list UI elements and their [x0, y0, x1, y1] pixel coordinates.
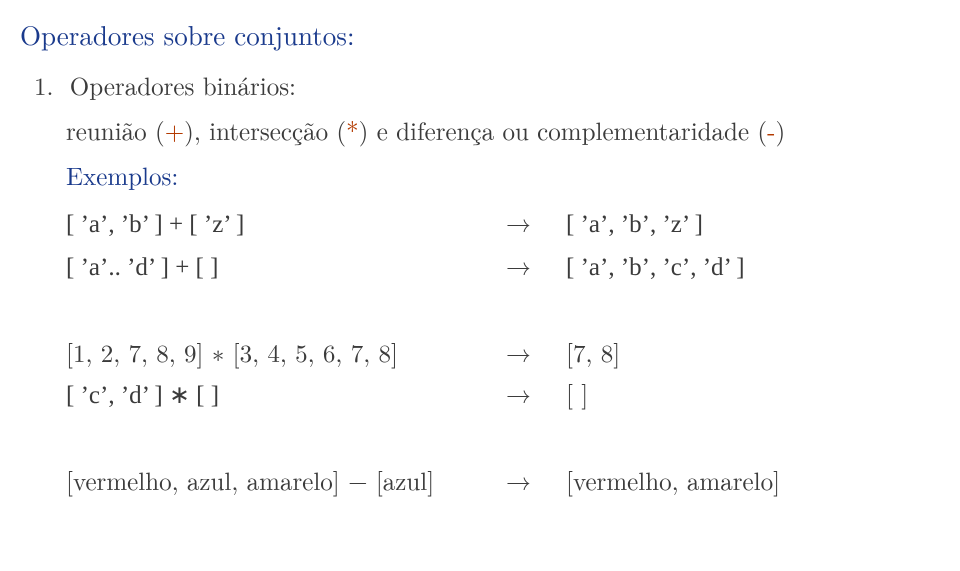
desc-part-4: )	[775, 113, 785, 148]
example-lhs: [vermelho, azul, amarelo] − [azul]	[66, 463, 506, 498]
example-rhs: [ ’a’, ’b’, ’z’ ]	[566, 207, 940, 242]
arrow-icon: →	[506, 205, 566, 240]
page: Operadores sobre conjuntos: 1. Operadore…	[0, 0, 960, 498]
example-lhs: [ ’a’.. ’d’ ] + [ ]	[66, 250, 506, 285]
desc-part-1: reunião (	[66, 113, 165, 148]
example-row: [ ’a’.. ’d’ ] + [ ] → [ ’a’, ’b’, ’c’, ’…	[66, 248, 940, 285]
example-rhs: [vermelho, amarelo]	[566, 463, 940, 498]
example-block-difference: [vermelho, azul, amarelo] − [azul] → [ve…	[66, 463, 940, 498]
example-row: [1, 2, 7, 8, 9] ∗ [3, 4, 5, 6, 7, 8] → […	[66, 335, 940, 370]
list-item-title: Operadores binários:	[70, 68, 296, 103]
list-number: 1.	[34, 68, 53, 103]
block-spacer	[20, 313, 940, 335]
arrow-icon: →	[506, 463, 566, 498]
example-block-intersection: [1, 2, 7, 8, 9] ∗ [3, 4, 5, 6, 7, 8] → […	[66, 335, 940, 413]
example-rhs: [7, 8]	[566, 335, 940, 370]
example-row: [vermelho, azul, amarelo] − [azul] → [ve…	[66, 463, 940, 498]
operators-description: reunião (+), intersecção (*) e diferença…	[66, 113, 940, 148]
example-rhs: [ ’a’, ’b’, ’c’, ’d’ ]	[566, 250, 940, 285]
arrow-icon: →	[506, 376, 566, 411]
example-lhs: [ ’a’, ’b’ ] + [ ’z’ ]	[66, 207, 506, 242]
arrow-icon: →	[506, 248, 566, 283]
section-heading: Operadores sobre conjuntos:	[20, 16, 940, 54]
desc-part-3: ) e diferença ou complementaridade (	[359, 113, 767, 148]
arrow-icon: →	[506, 335, 566, 370]
desc-part-2: ), intersecção (	[184, 113, 346, 148]
list-item-1: 1. Operadores binários:	[34, 68, 940, 103]
example-rhs: [ ]	[566, 376, 940, 411]
block-spacer	[20, 441, 940, 463]
example-block-union: [ ’a’, ’b’ ] + [ ’z’ ] → [ ’a’, ’b’, ’z’…	[66, 205, 940, 285]
example-lhs: [ ’c’, ’d’ ] ∗ [ ]	[66, 378, 506, 413]
example-row: [ ’c’, ’d’ ] ∗ [ ] → [ ]	[66, 376, 940, 413]
examples-label: Exemplos:	[66, 158, 940, 193]
plus-symbol: +	[165, 113, 184, 148]
example-lhs: [1, 2, 7, 8, 9] ∗ [3, 4, 5, 6, 7, 8]	[66, 335, 506, 370]
star-symbol: *	[346, 113, 359, 148]
example-row: [ ’a’, ’b’ ] + [ ’z’ ] → [ ’a’, ’b’, ’z’…	[66, 205, 940, 242]
